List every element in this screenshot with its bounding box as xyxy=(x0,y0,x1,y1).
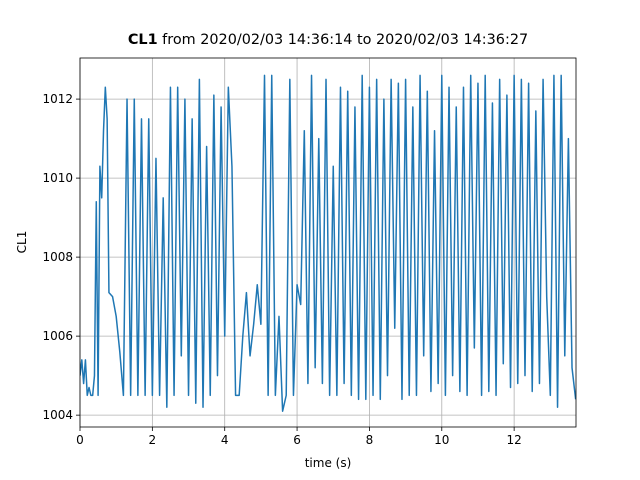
data-line xyxy=(80,74,576,412)
x-tick-label: 4 xyxy=(221,433,229,447)
y-tick-label: 1006 xyxy=(42,329,73,343)
y-tick-label: 1010 xyxy=(42,171,73,185)
x-axis-label: time (s) xyxy=(305,456,352,470)
x-tick-label: 10 xyxy=(434,433,449,447)
y-axis-label: CL1 xyxy=(15,231,29,254)
chart-title: CL1 from 2020/02/03 14:36:14 to 2020/02/… xyxy=(128,32,528,48)
x-tick-label: 12 xyxy=(506,433,521,447)
y-tick-label: 1008 xyxy=(42,250,73,264)
title-name: CL1 xyxy=(128,32,158,48)
x-tick-label: 2 xyxy=(149,433,157,447)
x-tick-label: 0 xyxy=(76,433,84,447)
plot-frame xyxy=(79,57,577,428)
x-tick-label: 6 xyxy=(293,433,301,447)
y-tick-label: 1012 xyxy=(42,92,73,106)
title-text: from 2020/02/03 14:36:14 to 2020/02/03 1… xyxy=(162,32,528,48)
x-tick-label: 8 xyxy=(366,433,374,447)
y-tick-label: 1004 xyxy=(42,408,73,422)
